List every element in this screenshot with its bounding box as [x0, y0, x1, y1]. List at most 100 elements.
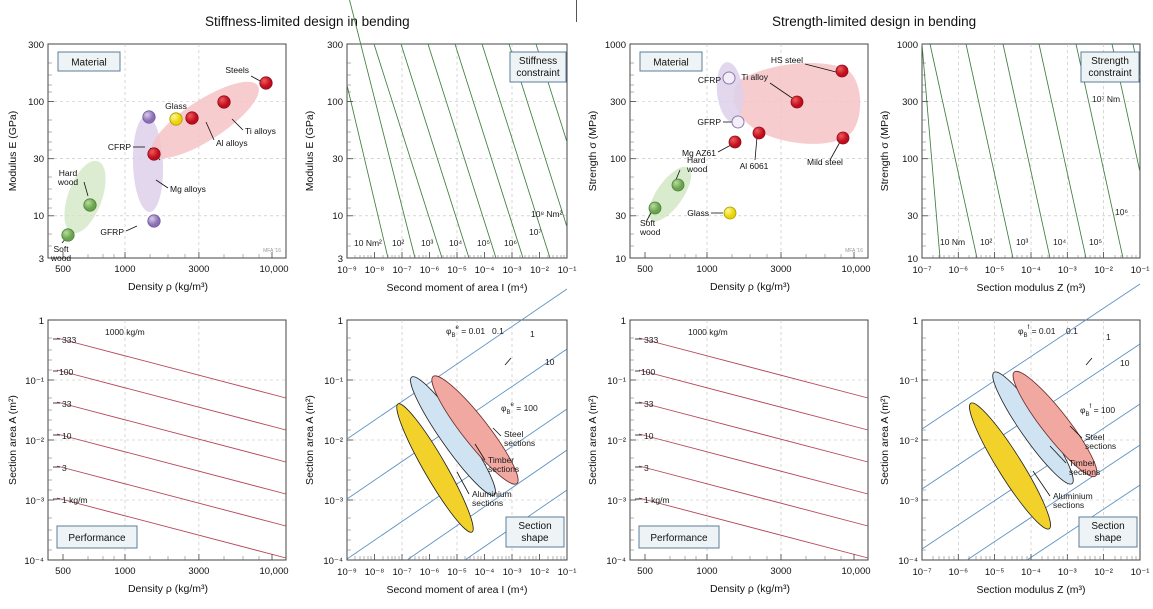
- y-tick: 10⁻¹: [607, 376, 626, 387]
- y-tick: 1: [338, 316, 343, 327]
- panel-badge-label2: shape: [1094, 533, 1122, 544]
- contour-label: 10⁸ Nm²: [531, 209, 563, 219]
- panel-badge-box: [1080, 51, 1140, 83]
- center-divider: [576, 0, 577, 22]
- x-tick: 500: [637, 264, 653, 275]
- phi-sub: B: [1024, 333, 1028, 339]
- panel-badge-box: [1078, 516, 1138, 548]
- x-axis-label: Section modulus Z (m³): [976, 282, 1085, 294]
- performance-contours: [638, 337, 869, 559]
- x-tick: 10⁻⁴: [1021, 567, 1041, 578]
- x-tick: 10⁻⁵: [985, 265, 1005, 276]
- y-tick: 10⁻³: [25, 496, 44, 507]
- phi-value: 1: [530, 329, 535, 339]
- panel-badge-box: [57, 51, 121, 72]
- x-tick: 10⁻²: [530, 265, 549, 276]
- x-tick: 10⁻⁶: [949, 265, 969, 276]
- panel-strength-constraint: 1000 300 100 30 10 10⁻⁷ 10⁻⁶ 10⁻⁵ 10⁻⁴ 1…: [870, 30, 1153, 310]
- phi-first-val: = 0.01: [1032, 326, 1056, 336]
- phi-sup: f: [1090, 404, 1092, 410]
- contour-label: 10³: [421, 238, 433, 248]
- x-axis-label: Second moment of area I (m⁴): [386, 282, 527, 294]
- y-tick: 10⁻²: [324, 436, 343, 447]
- material-label: Al alloys: [216, 138, 248, 148]
- panel-performance-right: 1 10⁻¹ 10⁻² 10⁻³ 10⁻⁴ 500 1000 3000 10,0…: [578, 308, 878, 608]
- contour-label: 10⁶: [504, 238, 517, 248]
- marker-cfrp[interactable]: [142, 110, 156, 124]
- x-axis-label: Section modulus Z (m³): [976, 584, 1085, 596]
- marker-hard-wood[interactable]: [83, 198, 97, 212]
- y-tick: 100: [902, 154, 918, 165]
- material-label: Glass: [687, 208, 709, 218]
- right-figure-title: Strength-limited design in bending: [772, 14, 977, 29]
- y-tick: 100: [327, 97, 343, 108]
- contour-label: 10⁷: [529, 227, 542, 237]
- x-tick: 1000: [696, 264, 717, 275]
- marker-soft-wood[interactable]: [648, 201, 662, 215]
- contour-label: 333: [644, 335, 658, 345]
- x-tick: 10⁻⁶: [420, 567, 440, 578]
- phi-sup: f: [1028, 325, 1030, 331]
- y-tick: 1: [913, 316, 918, 327]
- contour-label: 333: [62, 335, 76, 345]
- contour-label: 10⁴: [449, 238, 462, 248]
- marker-mg-az61[interactable]: [728, 135, 742, 149]
- marker-glass[interactable]: [169, 112, 183, 126]
- phi-label-first: φBe = 0.01: [446, 325, 485, 339]
- x-tick: 10,000: [259, 566, 288, 577]
- y-axis-label: Section area A (m²): [7, 395, 19, 485]
- x-tick: 10,000: [259, 264, 288, 275]
- marker-ti-alloy[interactable]: [790, 95, 804, 109]
- y-tick: 300: [28, 40, 44, 51]
- x-tick: 10⁻⁷: [392, 567, 412, 578]
- y-tick: 30: [33, 154, 44, 165]
- region-label: Steel sections: [1085, 432, 1116, 451]
- contour-label: 3: [644, 463, 649, 473]
- watermark: MFA '16: [263, 248, 281, 254]
- x-tick: 10⁻⁹: [337, 567, 357, 578]
- x-tick: 10⁻²: [1094, 265, 1113, 276]
- y-tick: 3: [338, 254, 343, 265]
- contour-label: 10²: [980, 237, 992, 247]
- x-tick: 3000: [770, 264, 791, 275]
- marker-glass[interactable]: [723, 206, 737, 220]
- x-tick: 10⁻⁶: [420, 265, 440, 276]
- marker-mild-steel[interactable]: [836, 131, 850, 145]
- y-tick: 100: [610, 154, 626, 165]
- marker-al-alloys[interactable]: [185, 111, 199, 125]
- phi-value: 1: [1106, 332, 1111, 342]
- y-tick: 1000: [605, 40, 626, 51]
- y-tick: 1: [39, 316, 44, 327]
- panel-badge-label: Performance: [650, 533, 708, 544]
- marker-mg-alloys[interactable]: [147, 147, 161, 161]
- marker-steels[interactable]: [259, 76, 273, 90]
- region-label: Aluminium sections: [472, 489, 512, 508]
- panel-badge-label2: constraint: [1088, 68, 1132, 79]
- marker-hard-wood[interactable]: [671, 178, 685, 192]
- marker-cfrp[interactable]: [722, 71, 736, 85]
- x-axis-label: Second moment of area I (m⁴): [386, 584, 527, 596]
- marker-gfrp[interactable]: [147, 214, 161, 228]
- marker-al-6061[interactable]: [752, 126, 766, 140]
- marker-soft-wood[interactable]: [61, 228, 75, 242]
- y-axis-label: Section area A (m²): [304, 395, 316, 485]
- marker-ti-alloys[interactable]: [217, 95, 231, 109]
- panel-badge-box: [509, 51, 567, 83]
- strength-contours: [921, 43, 1141, 259]
- svg-text:φBe = 0.01: φBe = 0.01: [446, 325, 485, 339]
- panel-badge-box: [638, 525, 720, 549]
- y-tick: 30: [907, 211, 918, 222]
- svg-text:φBe = 100: φBe = 100: [501, 402, 538, 416]
- y-axis-label: Strength σ (MPa): [587, 111, 599, 192]
- x-tick: 10⁻⁴: [1021, 265, 1041, 276]
- material-label: Glass: [165, 101, 187, 111]
- y-tick: 10⁻³: [899, 496, 918, 507]
- contour-label: 10⁵: [477, 238, 490, 248]
- y-tick: 10: [33, 211, 44, 222]
- y-tick: 10⁻²: [899, 436, 918, 447]
- marker-hs-steel[interactable]: [835, 64, 849, 78]
- marker-gfrp[interactable]: [731, 115, 745, 129]
- x-tick: 10⁻³: [1058, 265, 1077, 276]
- x-tick: 10⁻²: [530, 567, 549, 578]
- x-tick: 10⁻¹: [1131, 567, 1150, 578]
